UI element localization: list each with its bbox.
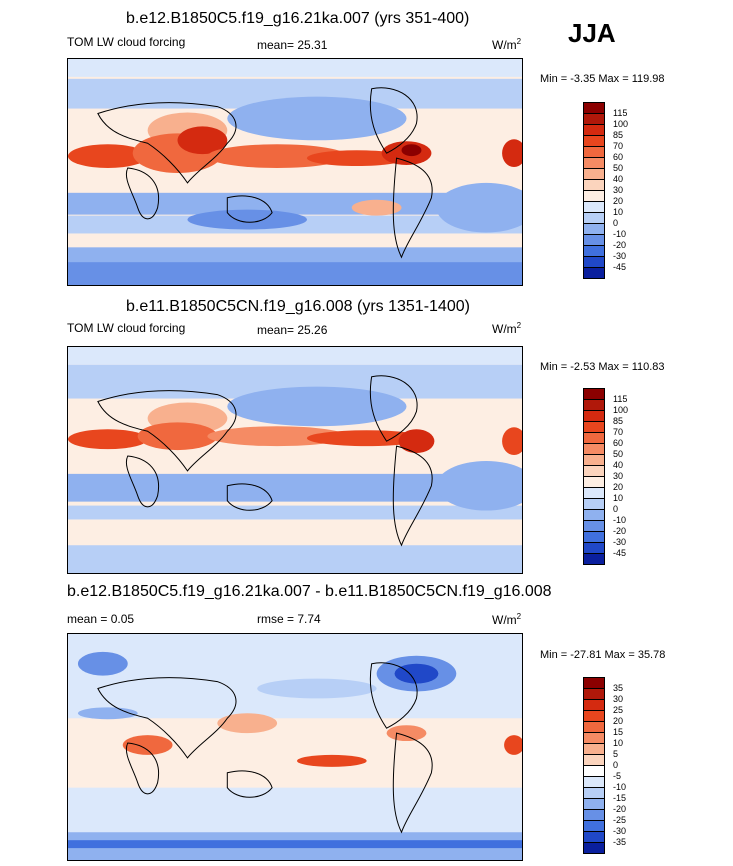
colorbar-level-label: 35 <box>613 683 624 693</box>
colorbar-level-label: 30 <box>613 694 624 704</box>
mean-label: mean= 25.26 <box>257 323 328 337</box>
global-map <box>67 346 523 574</box>
colorbar-level-label: 115 <box>613 394 628 404</box>
colorbar-level-label: -20 <box>613 240 627 250</box>
min-max-label: Min = -2.53 Max = 110.83 <box>540 361 665 373</box>
colorbar-level-label: 0 <box>613 218 619 228</box>
variable-label: TOM LW cloud forcing <box>67 35 186 49</box>
colorbar-level-label: 40 <box>613 460 624 470</box>
colorbar-level-label: 100 <box>613 405 629 415</box>
colorbar-level-label: 50 <box>613 449 624 459</box>
colorbar-level-label: 40 <box>613 174 624 184</box>
colorbar-level-label: -5 <box>613 771 622 781</box>
colorbar-level-label: 85 <box>613 130 624 140</box>
colorbar-level-label: 60 <box>613 438 624 448</box>
colorbar-level-label: 10 <box>613 207 624 217</box>
colorbar-level-label: 10 <box>613 738 624 748</box>
colorbar-level-label: -15 <box>613 793 627 803</box>
colorbar-level-label: -20 <box>613 804 627 814</box>
colorbar-level-label: -25 <box>613 815 627 825</box>
min-max-label: Min = -3.35 Max = 119.98 <box>540 73 665 85</box>
min-max-label: Min = -27.81 Max = 35.78 <box>540 649 666 661</box>
colorbar-level-label: -10 <box>613 229 627 239</box>
colorbar-level-label: 70 <box>613 141 624 151</box>
rmse-label: rmse = 7.74 <box>257 612 321 626</box>
colorbar-level-label: 70 <box>613 427 624 437</box>
colorbar-level-label: 115 <box>613 108 628 118</box>
units-label: W/m2 <box>492 612 522 627</box>
colorbar-level-label: 20 <box>613 196 624 206</box>
colorbar-level-label: 25 <box>613 705 624 715</box>
colorbar-level-label: 10 <box>613 493 624 503</box>
panel-title: b.e12.B1850C5.f19_g16.21ka.007 - b.e11.B… <box>67 583 552 600</box>
colorbar-level-label: 30 <box>613 185 624 195</box>
panel-title: b.e12.B1850C5.f19_g16.21ka.007 (yrs 351-… <box>126 10 470 27</box>
colorbar-swatch <box>583 553 605 565</box>
colorbar-level-label: -45 <box>613 262 627 272</box>
global-map <box>67 58 523 286</box>
global-map <box>67 633 523 861</box>
colorbar-level-label: 20 <box>613 716 624 726</box>
units-label: W/m2 <box>492 321 522 336</box>
colorbar-level-label: 60 <box>613 152 624 162</box>
colorbar-level-label: 85 <box>613 416 624 426</box>
colorbar-level-label: 30 <box>613 471 624 481</box>
colorbar-level-label: -30 <box>613 826 627 836</box>
colorbar-level-label: 0 <box>613 760 619 770</box>
colorbar-level-label: 50 <box>613 163 624 173</box>
colorbar-level-label: -20 <box>613 526 627 536</box>
colorbar-level-label: -30 <box>613 537 627 547</box>
colorbar-level-label: -35 <box>613 837 627 847</box>
mean-label: mean = 0.05 <box>67 612 135 626</box>
colorbar-level-label: 20 <box>613 482 624 492</box>
colorbar-level-label: 15 <box>613 727 624 737</box>
mean-label: mean= 25.31 <box>257 38 328 52</box>
variable-label: TOM LW cloud forcing <box>67 321 186 335</box>
units-label: W/m2 <box>492 37 522 52</box>
season-label: JJA <box>568 18 616 48</box>
colorbar-swatch <box>583 842 605 854</box>
colorbar-level-label: -10 <box>613 782 627 792</box>
colorbar-swatch <box>583 267 605 279</box>
colorbar-level-label: -10 <box>613 515 627 525</box>
colorbar-level-label: -45 <box>613 548 627 558</box>
colorbar-level-label: 100 <box>613 119 629 129</box>
colorbar-level-label: 5 <box>613 749 619 759</box>
colorbar-level-label: -30 <box>613 251 627 261</box>
panel-title: b.e11.B1850C5CN.f19_g16.008 (yrs 1351-14… <box>126 298 470 315</box>
colorbar-level-label: 0 <box>613 504 619 514</box>
